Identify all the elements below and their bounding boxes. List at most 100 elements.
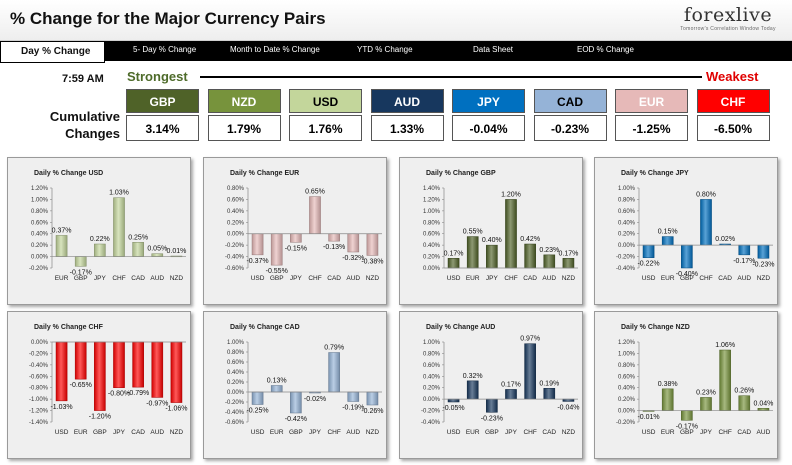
x-tick-label: AUD bbox=[346, 429, 360, 436]
x-tick-label: EUR bbox=[466, 275, 480, 282]
y-tick-label: 1.00% bbox=[31, 197, 49, 203]
y-tick-label: -0.60% bbox=[225, 266, 245, 272]
bar-eur bbox=[270, 385, 283, 393]
currency-code: EUR bbox=[615, 89, 688, 113]
weakest-label: Weakest bbox=[706, 69, 759, 84]
x-tick-label: GBP bbox=[680, 275, 694, 282]
bar-gbp bbox=[681, 244, 693, 269]
currency-cad: CAD -0.23% bbox=[533, 89, 607, 141]
bar-usd bbox=[55, 341, 68, 402]
x-tick-label: JPY bbox=[505, 429, 518, 436]
y-tick-label: 0.00% bbox=[227, 232, 245, 238]
y-tick-label: 1.00% bbox=[618, 186, 636, 192]
data-label: 0.05% bbox=[147, 246, 167, 253]
bar-chf bbox=[328, 352, 340, 393]
y-tick-label: 0.60% bbox=[31, 220, 49, 226]
header-bar: % Change for the Major Currency Pairs fo… bbox=[0, 0, 792, 41]
x-tick-label: AUD bbox=[150, 275, 164, 282]
y-tick-label: 0.40% bbox=[618, 220, 636, 226]
y-tick-label: 0.00% bbox=[31, 255, 49, 261]
x-tick-label: NZD bbox=[170, 275, 184, 282]
tab-5-day-change[interactable]: 5- Day % Change bbox=[133, 45, 197, 54]
bar-jpy bbox=[505, 389, 517, 400]
y-tick-label: -0.40% bbox=[225, 410, 245, 416]
data-label: 0.17% bbox=[558, 250, 578, 257]
data-label: 0.23% bbox=[539, 247, 559, 254]
x-tick-label: GBP bbox=[270, 275, 284, 282]
bar-chart: Daily % Change EUR -0.60% -0.40% -0.20% 0.00… bbox=[225, 170, 384, 282]
y-tick-label: 0.60% bbox=[618, 374, 636, 380]
tab-day-change[interactable]: Day % Change bbox=[0, 41, 106, 63]
currency-aud: AUD 1.33% bbox=[370, 89, 444, 141]
y-tick-label: -0.20% bbox=[616, 255, 636, 261]
data-label: 0.22% bbox=[90, 236, 110, 243]
x-tick-label: CAD bbox=[718, 275, 732, 282]
x-tick-label: AUD bbox=[150, 429, 164, 436]
forexlive-logo[interactable]: forexlive Tomorrow's Correlation Window … bbox=[678, 4, 778, 36]
y-tick-label: 0.40% bbox=[31, 232, 49, 238]
data-label: 0.55% bbox=[463, 229, 483, 236]
x-tick-label: AUD bbox=[346, 275, 360, 282]
y-tick-label: 1.00% bbox=[423, 340, 441, 346]
chart-panel: Daily % Change CHF -1.40% -1.20% -1.00% -0.8… bbox=[7, 311, 191, 459]
currency-chf: CHF -6.50% bbox=[696, 89, 770, 141]
currency-cumulative-value: -6.50% bbox=[696, 115, 770, 141]
bar-gbp bbox=[94, 341, 106, 411]
y-tick-label: 0.80% bbox=[618, 363, 636, 369]
tab-data-sheet[interactable]: Data Sheet bbox=[473, 45, 514, 54]
x-tick-label: CHF bbox=[718, 429, 731, 436]
currency-code: CHF bbox=[696, 89, 770, 113]
y-tick-label: 1.20% bbox=[31, 186, 49, 192]
data-label: -0.17% bbox=[733, 258, 755, 265]
bar-gbp bbox=[681, 410, 693, 421]
y-tick-label: -0.60% bbox=[29, 374, 49, 380]
data-label: -0.65% bbox=[70, 382, 92, 389]
chart-title: Daily % Change CHF bbox=[34, 324, 104, 331]
y-tick-label: 0.20% bbox=[618, 232, 636, 238]
bar-nzd bbox=[366, 233, 379, 256]
y-tick-label: 0.60% bbox=[423, 232, 441, 238]
bar-aud bbox=[738, 244, 751, 256]
y-tick-label: 1.20% bbox=[618, 340, 636, 346]
bar-eur bbox=[74, 341, 87, 380]
chart-title: Daily % Change NZD bbox=[621, 324, 690, 331]
data-label: -0.79% bbox=[127, 390, 149, 397]
bar-usd bbox=[251, 233, 264, 256]
y-tick-label: -0.20% bbox=[616, 420, 636, 426]
tab-month-to-date-change[interactable]: Month to Date % Change bbox=[230, 45, 320, 54]
data-label: 1.06% bbox=[715, 342, 735, 349]
bar-nzd bbox=[366, 391, 379, 406]
bar-aud bbox=[347, 233, 360, 253]
data-label: -0.32% bbox=[342, 255, 364, 262]
bar-chart: Daily % Change GBP 0.00% 0.20% 0.40% 0.60% 0.… bbox=[423, 170, 578, 282]
x-tick-label: USD bbox=[251, 429, 265, 436]
data-label: 0.79% bbox=[324, 345, 344, 352]
bar-eur bbox=[661, 236, 674, 246]
chart-title: Daily % Change GBP bbox=[426, 170, 496, 177]
data-label: -0.13% bbox=[323, 244, 345, 251]
chart-panel: Daily % Change NZD -0.20% 0.00% 0.20% 0.40% 0… bbox=[594, 311, 778, 459]
bar-usd bbox=[447, 398, 460, 403]
data-label: 0.17% bbox=[444, 250, 464, 257]
tab-eod-change[interactable]: EOD % Change bbox=[577, 45, 634, 54]
x-tick-label: CHF bbox=[112, 275, 125, 282]
x-tick-label: EUR bbox=[55, 275, 69, 282]
currency-usd: USD 1.76% bbox=[289, 89, 362, 141]
bar-jpy bbox=[486, 244, 498, 269]
chart-panel: Daily % Change JPY -0.40% -0.20% 0.00% 0.20%… bbox=[594, 157, 778, 305]
x-tick-label: CAD bbox=[523, 275, 537, 282]
bar-usd bbox=[251, 391, 264, 405]
x-tick-label: JPY bbox=[94, 275, 107, 282]
x-tick-label: JPY bbox=[309, 429, 322, 436]
chart-title: Daily % Change JPY bbox=[621, 170, 689, 177]
y-tick-label: -0.40% bbox=[225, 255, 245, 261]
data-label: 0.19% bbox=[539, 380, 559, 387]
data-label: -0.42% bbox=[285, 416, 307, 423]
strongest-label: Strongest bbox=[127, 69, 188, 84]
bar-chf bbox=[505, 199, 517, 269]
bar-chf bbox=[524, 343, 536, 400]
x-tick-label: EUR bbox=[661, 275, 675, 282]
tab-ytd-change[interactable]: YTD % Change bbox=[357, 45, 413, 54]
data-label: 0.02% bbox=[715, 236, 735, 243]
x-tick-label: CHF bbox=[523, 429, 536, 436]
